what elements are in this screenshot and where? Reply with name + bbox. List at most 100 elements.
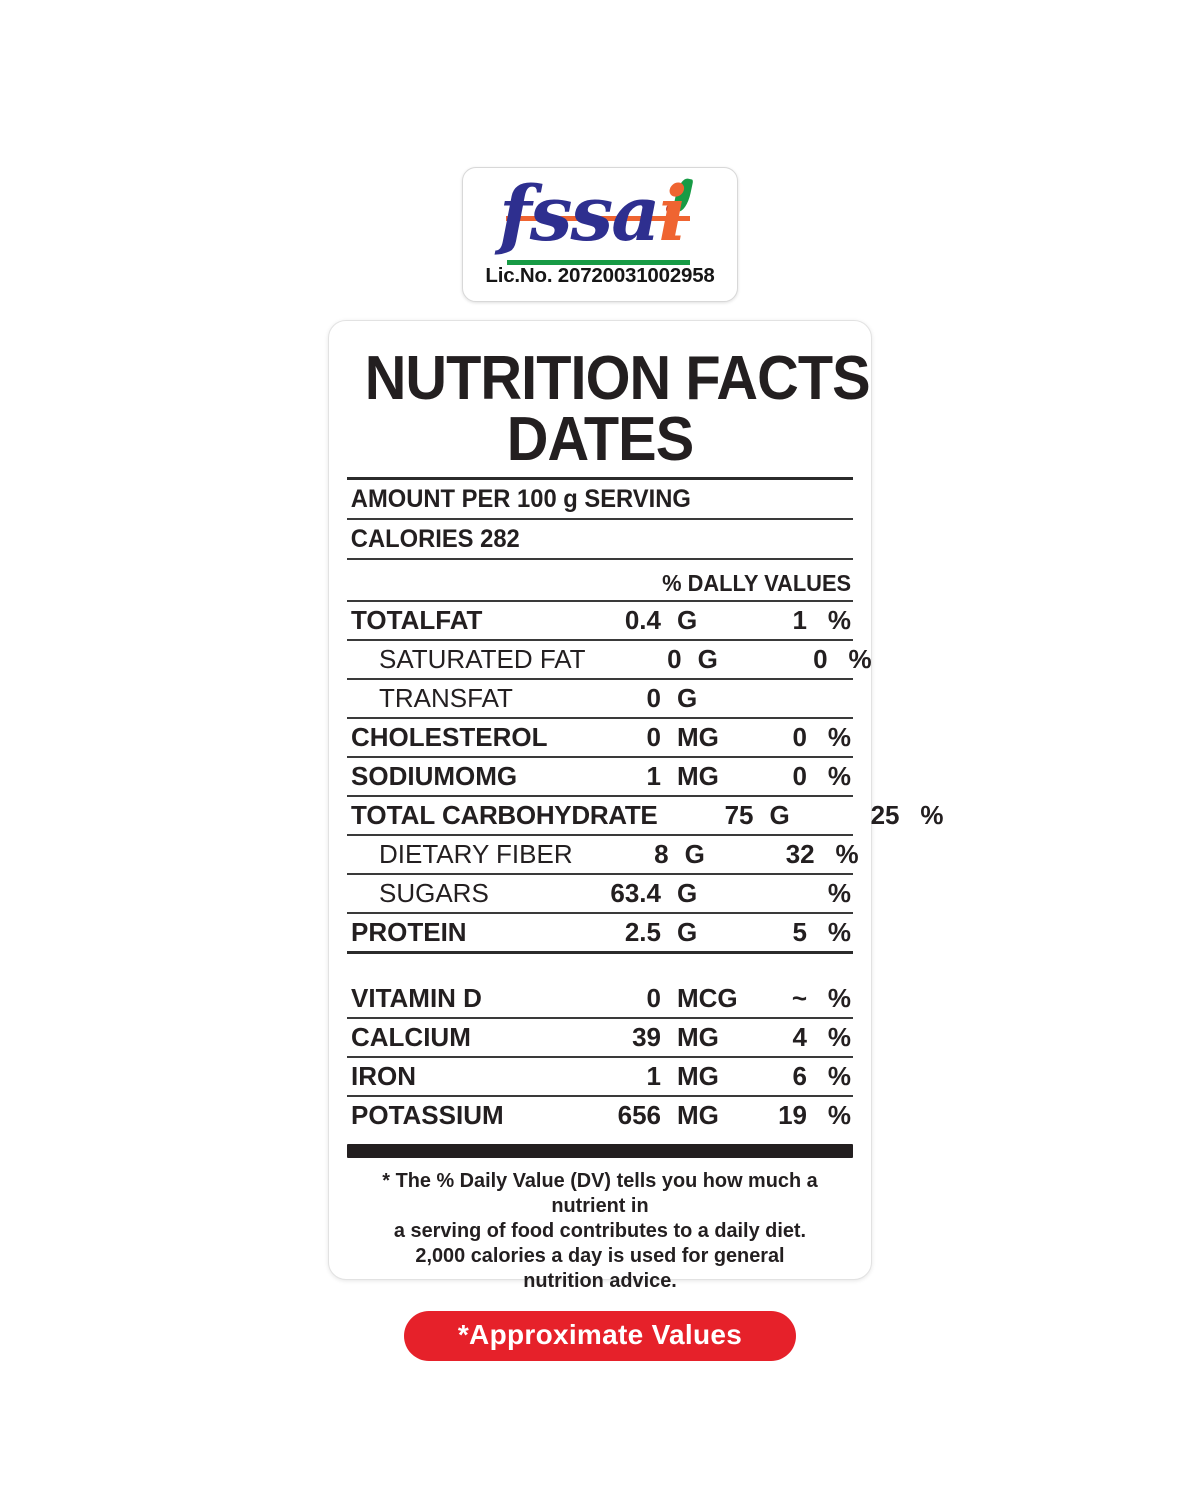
section-gap (347, 954, 853, 980)
nutrient-name: SUGARS (379, 877, 489, 908)
divider (347, 1016, 853, 1019)
nutrition-facts-card: NUTRITION FACTS DATES AMOUNT PER 100 g S… (328, 320, 943, 1361)
percent-sign: % (827, 916, 851, 947)
nutrient-unit: G (677, 877, 698, 908)
nutrient-amount: 75 (724, 799, 754, 830)
nutrient-amount: 0 (646, 682, 661, 713)
percent-sign: % (827, 604, 851, 635)
fssai-dot-icon (666, 204, 676, 214)
fssai-wordmark: fssai (499, 168, 688, 264)
divider (347, 599, 853, 602)
product-name: DATES (506, 404, 694, 474)
percent-sign: % (827, 760, 851, 791)
nutrient-amount: 0 (667, 643, 682, 674)
nutrient-amount: 1 (646, 1060, 661, 1091)
nutrient-daily-value: 32 (785, 838, 815, 869)
footnote-line: 2,000 calories a day is used for general (415, 1243, 785, 1267)
divider (347, 638, 853, 641)
nutrient-unit: MG (677, 760, 719, 791)
fssai-logo: fssai (463, 168, 737, 268)
nutrient-name: PROTEIN (351, 916, 467, 947)
fssai-license-number: Lic.No. 20720031002958 (485, 264, 715, 287)
table-row: SUGARS 63.4 G% (347, 875, 853, 912)
nutrient-name: VITAMIN D (351, 982, 482, 1013)
table-row: DIETARY FIBER 8 G 32% (347, 836, 859, 873)
divider (347, 1055, 853, 1058)
percent-sign: % (920, 799, 944, 830)
nutrient-amount: 39 (632, 1021, 661, 1052)
nutrient-amount: 8 (654, 838, 669, 869)
footnote-line: nutrition advice. (523, 1268, 677, 1292)
approximate-values-banner-wrap: *Approximate Values (347, 1310, 853, 1361)
nutrient-daily-value: 0 (813, 643, 828, 674)
nutrient-name: TRANSFAT (379, 682, 513, 713)
table-row: TOTAL CARBOHYDRATE 75 G 25% (347, 797, 943, 834)
nutrient-name: CHOLESTEROL (351, 721, 548, 752)
nutrient-name: SODIUMOMG (351, 760, 518, 791)
table-row: POTASSIUM 656 MG 19% (347, 1097, 853, 1134)
nutrient-unit: G (677, 916, 698, 947)
nutrient-amount: 0 (646, 721, 661, 752)
nutrient-name: TOTALFAT (351, 604, 483, 635)
nutrient-daily-value: 4 (792, 1021, 807, 1052)
percent-sign: % (827, 1060, 851, 1091)
nutrient-daily-value: 0 (792, 760, 807, 791)
fssai-wordmark-accent: i (658, 169, 688, 258)
percent-sign: % (827, 1099, 851, 1130)
nutrient-unit: MG (677, 721, 719, 752)
fssai-green-bar (507, 260, 690, 265)
approximate-values-banner: *Approximate Values (403, 1310, 797, 1361)
divider (347, 677, 853, 680)
daily-values-header: % DALLY VALUES (662, 569, 852, 596)
nutrient-unit: MCG (677, 982, 738, 1013)
percent-sign: % (848, 643, 872, 674)
table-row: TOTALFAT 0.4 G 1% (347, 602, 853, 639)
divider (347, 911, 853, 914)
percent-sign: % (827, 877, 851, 908)
divider (347, 755, 853, 758)
nutrient-name: SATURATED FAT (379, 643, 586, 674)
nutrient-daily-value: ~ (791, 982, 807, 1013)
divider (347, 833, 853, 836)
nutrient-name: CALCIUM (351, 1021, 471, 1052)
nutrient-unit: G (697, 643, 718, 674)
nutrient-amount: 0.4 (624, 604, 661, 635)
table-row: SODIUMOMG 1 MG 0% (347, 758, 853, 795)
table-row: CHOLESTEROL 0 MG 0% (347, 719, 853, 756)
nutrient-amount: 1 (646, 760, 661, 791)
nutrient-amount: 0 (646, 982, 661, 1013)
nutrient-unit: MG (677, 1099, 719, 1130)
nutrient-name: POTASSIUM (351, 1099, 504, 1130)
nutrient-amount: 63.4 (610, 877, 661, 908)
nutrient-daily-value: 1 (792, 604, 807, 635)
table-row: CALCIUM 39 MG 4% (347, 1019, 853, 1056)
fssai-badge: fssai Lic.No. 20720031002958 (462, 167, 738, 302)
footnote-line: * The % Daily Value (DV) tells you how m… (382, 1168, 818, 1217)
divider (347, 794, 853, 797)
nutrient-daily-value: 0 (792, 721, 807, 752)
table-row: PROTEIN 2.5 G 5% (347, 914, 853, 951)
percent-sign: % (827, 721, 851, 752)
table-row: SATURATED FAT 0 G 0% (347, 641, 872, 678)
nutrient-unit: G (677, 604, 698, 635)
nutrient-name: TOTAL CARBOHYDRATE (351, 799, 658, 830)
table-row: TRANSFAT 0 G (347, 680, 853, 717)
percent-sign: % (835, 838, 859, 869)
fssai-orange-bar (506, 216, 690, 221)
nutrient-name: IRON (351, 1060, 416, 1091)
nutrient-amount: 656 (617, 1099, 661, 1130)
macronutrient-table: TOTALFAT 0.4 G 1% SATURATED FAT 0 G 0% TRANSFAT 0… (347, 602, 943, 954)
table-row: IRON 1 MG 6% (347, 1058, 853, 1095)
table-row: VITAMIN D 0 MCG ~% (347, 980, 853, 1017)
nutrient-unit: G (769, 799, 790, 830)
percent-sign: % (827, 1021, 851, 1052)
divider (347, 950, 853, 954)
calories-line: CALORIES 282 (350, 524, 520, 553)
divider (347, 716, 853, 719)
fssai-wordmark-main: fssa (499, 169, 661, 258)
nutrient-unit: MG (677, 1021, 719, 1052)
nutrient-name-narrow: CARBOHYDRATE (442, 799, 658, 830)
nutrient-daily-value: 25 (870, 799, 900, 830)
percent-sign: % (827, 982, 851, 1013)
nutrient-amount: 2.5 (624, 916, 661, 947)
